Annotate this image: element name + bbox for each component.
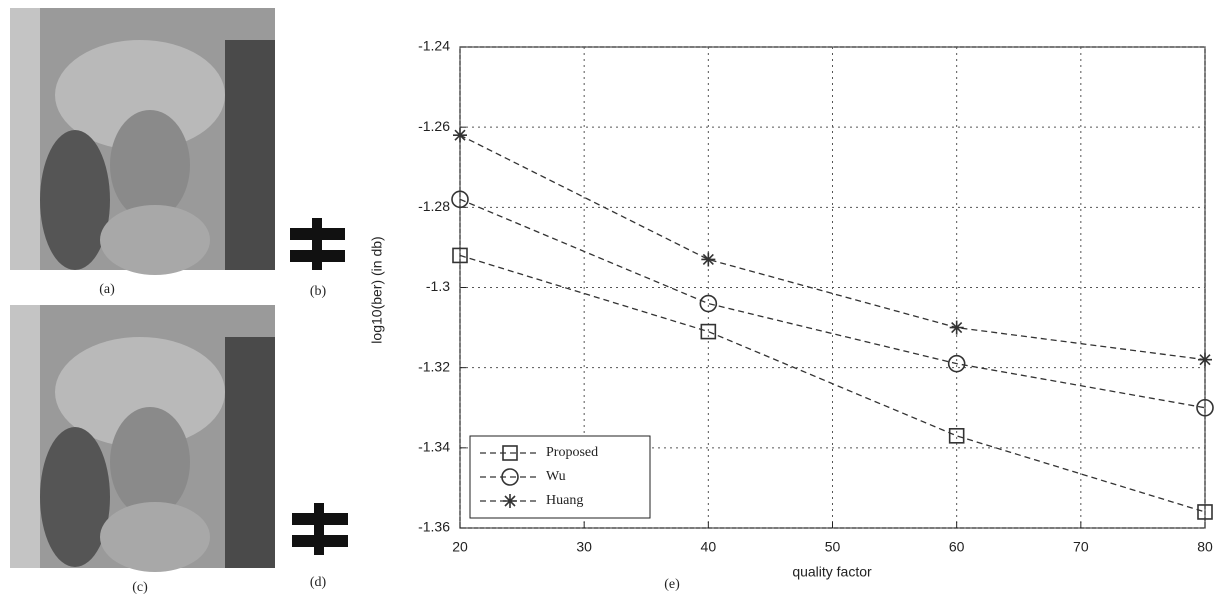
series-line [459,254,1206,513]
y-tick-label: -1.3 [426,278,450,294]
x-tick-label: 40 [701,539,717,555]
photo-c [10,305,275,572]
x-tick-label: 20 [452,539,468,555]
panel-label: (b) [310,284,327,299]
marker [699,294,718,313]
marker [947,354,966,373]
series-line [459,134,1206,361]
marker [453,128,467,143]
marker [948,428,965,444]
legend: Proposed Wu Huang [469,435,651,519]
x-tick-label: 50 [825,539,841,555]
photo-a [10,8,275,275]
panel-label: (e) [664,577,680,592]
marker [1196,398,1214,417]
legend-marker [501,468,519,486]
marker [1197,504,1213,520]
y-tick-label: -1.34 [418,439,450,455]
x-tick-label: 30 [576,539,592,555]
marker [701,252,716,267]
marker [949,320,964,335]
legend-marker [502,445,518,461]
x-axis-label: quality factor [792,564,872,580]
y-tick-label: -1.32 [418,358,450,374]
watermark-b [290,218,345,270]
watermark-d [292,503,348,555]
y-tick-label: -1.28 [418,198,450,214]
marker [452,247,468,264]
x-tick-label: 60 [949,539,965,555]
legend-label: Wu [546,469,566,484]
y-tick-label: -1.36 [418,519,450,535]
panel-label: (c) [132,580,148,595]
marker [1198,352,1212,367]
marker [700,323,717,340]
y-axis-label: log10(ber) (in db) [369,236,385,343]
marker [451,190,469,209]
panel-label: (a) [99,282,115,297]
x-tick-label: 80 [1197,539,1213,555]
legend-label: Proposed [546,445,598,460]
x-tick-label: 70 [1073,539,1089,555]
series-line [459,198,1206,409]
y-tick-label: -1.24 [418,38,450,54]
legend-label: Huang [546,493,583,508]
legend-marker [503,494,517,508]
panel-label: (d) [310,575,327,590]
y-tick-label: -1.26 [418,118,450,134]
